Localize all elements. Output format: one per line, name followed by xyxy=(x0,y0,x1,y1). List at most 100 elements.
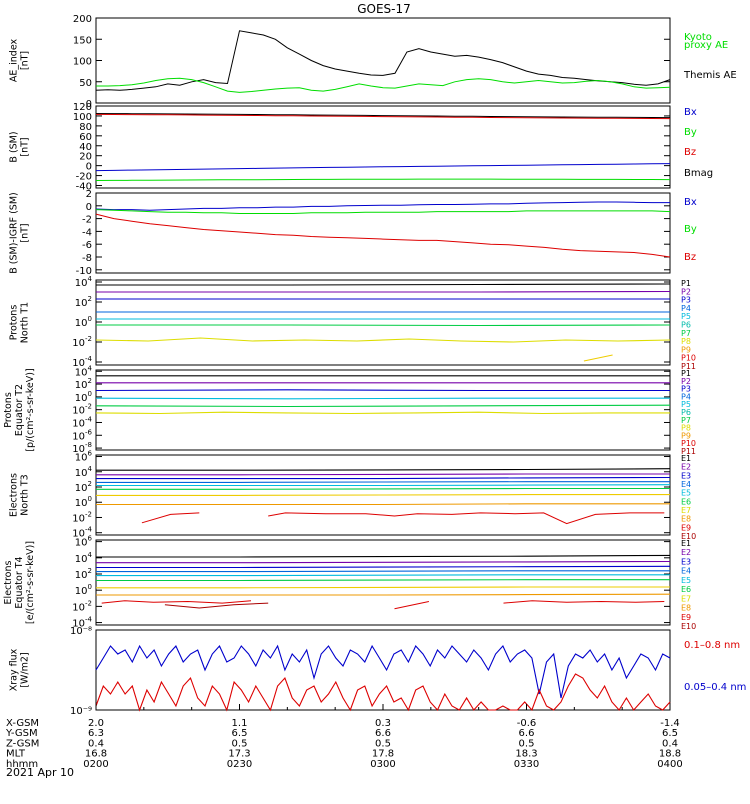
legend-entry: E5 xyxy=(681,489,691,498)
series-line xyxy=(95,397,670,400)
panel-5: Protons Equator T2 [p/(cm²-s-sr-keV)] 10-81… xyxy=(3,364,696,456)
series-line xyxy=(96,586,670,589)
legend-entry: Bz xyxy=(684,252,696,263)
legend-entry: Bz xyxy=(684,147,696,158)
time-row-value: 0.3 xyxy=(375,718,391,729)
ytick-label: 102 xyxy=(75,295,92,309)
series-line xyxy=(96,473,670,476)
series-line xyxy=(96,554,671,558)
legend-entry: P5 xyxy=(681,400,691,409)
ytick-label: 104 xyxy=(75,465,93,479)
ytick-label: 10-2 xyxy=(72,599,92,613)
series-line xyxy=(95,163,671,172)
series-line xyxy=(95,404,671,408)
ytick-exponent: 2 xyxy=(88,295,92,303)
series-line xyxy=(95,673,671,712)
panel-frame xyxy=(95,17,671,104)
time-row-value: 0300 xyxy=(370,759,395,770)
series-line xyxy=(95,30,671,91)
time-row-label: Y-GSM xyxy=(5,728,38,739)
ylabel-line: [nT] xyxy=(20,223,31,242)
legend-entry: Bx xyxy=(684,107,697,118)
panel-frame xyxy=(95,192,671,274)
legend-entry: Themis AE xyxy=(683,70,737,81)
time-row-value: 0.5 xyxy=(232,738,248,749)
ytick-exponent: 6 xyxy=(88,535,93,543)
series-line xyxy=(96,565,671,569)
legend-entry: E2 xyxy=(681,463,691,472)
ytick-label: 102 xyxy=(75,480,92,494)
series-line xyxy=(96,484,671,487)
ylabel-line: B (SM) xyxy=(9,131,20,162)
legend-entry: E4 xyxy=(681,567,691,576)
legend-entry: E1 xyxy=(681,454,691,463)
series-line xyxy=(95,411,670,415)
legend-entry: P3 xyxy=(681,385,691,394)
ytick-label: -20 xyxy=(76,172,92,183)
series-line xyxy=(96,494,670,496)
legend-entry: P5 xyxy=(681,312,691,321)
legend-entry: E6 xyxy=(681,585,691,594)
legend-entry: P8 xyxy=(681,424,691,433)
ytick-label: -4 xyxy=(82,227,92,238)
legend-entry: P2 xyxy=(681,287,691,296)
legend-entry: E10 xyxy=(681,622,696,631)
legend-entry: P6 xyxy=(681,321,691,330)
ylabel-line: [nT] xyxy=(20,51,31,70)
time-row-value: 16.8 xyxy=(85,749,107,760)
legend-entry: E7 xyxy=(681,506,691,515)
time-row-value: 18.3 xyxy=(515,749,537,760)
panel-frame xyxy=(95,279,671,366)
ylabel-line: Equator T2 xyxy=(14,384,25,436)
series-line xyxy=(96,503,670,506)
legend-entry: P7 xyxy=(681,329,691,338)
series-line xyxy=(96,487,670,490)
ytick-exponent: 6 xyxy=(88,450,93,458)
time-axis: X-GSM 2.0 1.1 0.3 -0.6 -1.4 Y-GSM 6.3 6.5 6.6 6.6 6… xyxy=(5,704,683,770)
series-line xyxy=(96,481,670,483)
ytick-label: 0 xyxy=(86,202,92,213)
panel-frame xyxy=(95,105,671,189)
legend-entry: P11 xyxy=(681,447,696,456)
series-line xyxy=(96,476,671,480)
series-line xyxy=(96,77,671,93)
time-row-value: 0.4 xyxy=(662,738,678,749)
ytick-label: 10-2 xyxy=(72,335,92,349)
legend-entry: 0.1–0.8 nm xyxy=(684,640,740,651)
ytick-exponent: -4 xyxy=(85,616,93,624)
legend-entry: By xyxy=(684,127,697,138)
legend-entry: E9 xyxy=(681,523,691,532)
series-line xyxy=(96,324,671,327)
series-line xyxy=(96,593,671,596)
ytick-label: 100 xyxy=(75,583,92,597)
legend-entry: P10 xyxy=(681,354,696,363)
series-line xyxy=(95,113,671,120)
ytick-exponent: 2 xyxy=(88,567,92,575)
ytick-exponent: 2 xyxy=(88,377,92,385)
legend-entry: E9 xyxy=(681,613,691,622)
panel-3: B (SM)-IGRF (SM) [nT] -10 -8 -6 -4-2 0 2 Bx By Bz xyxy=(9,189,697,277)
ytick-label: -8 xyxy=(82,253,92,264)
legend-entry: E5 xyxy=(681,576,691,585)
series-line xyxy=(95,209,671,214)
date-label: 2021 Apr 10 xyxy=(6,766,74,779)
ytick-label: 106 xyxy=(75,450,93,464)
ylabel-line: North T3 xyxy=(20,474,31,515)
time-row-label: Z-GSM xyxy=(6,738,39,749)
ylabel-line: B (SM)-IGRF (SM) xyxy=(9,192,20,274)
ytick-exponent: 0 xyxy=(88,315,92,323)
time-row-label: hhmm xyxy=(6,759,38,770)
ytick-label: 60 xyxy=(79,132,92,143)
series-line xyxy=(95,644,671,699)
legend-entry: Bx xyxy=(684,197,697,208)
series-line xyxy=(95,389,670,392)
time-row-label: MLT xyxy=(6,749,26,760)
series-line xyxy=(96,570,670,573)
time-row-value: 0330 xyxy=(514,759,539,770)
ytick-exponent: 2 xyxy=(88,480,92,488)
time-row-value: 6.5 xyxy=(232,728,248,739)
ylabel-line: [p/(cm²-s-sr-keV)] xyxy=(25,368,36,451)
panel-6: Electrons North T310-410-2100102104106E1E… xyxy=(9,450,697,541)
ytick-exponent: -4 xyxy=(85,355,93,363)
